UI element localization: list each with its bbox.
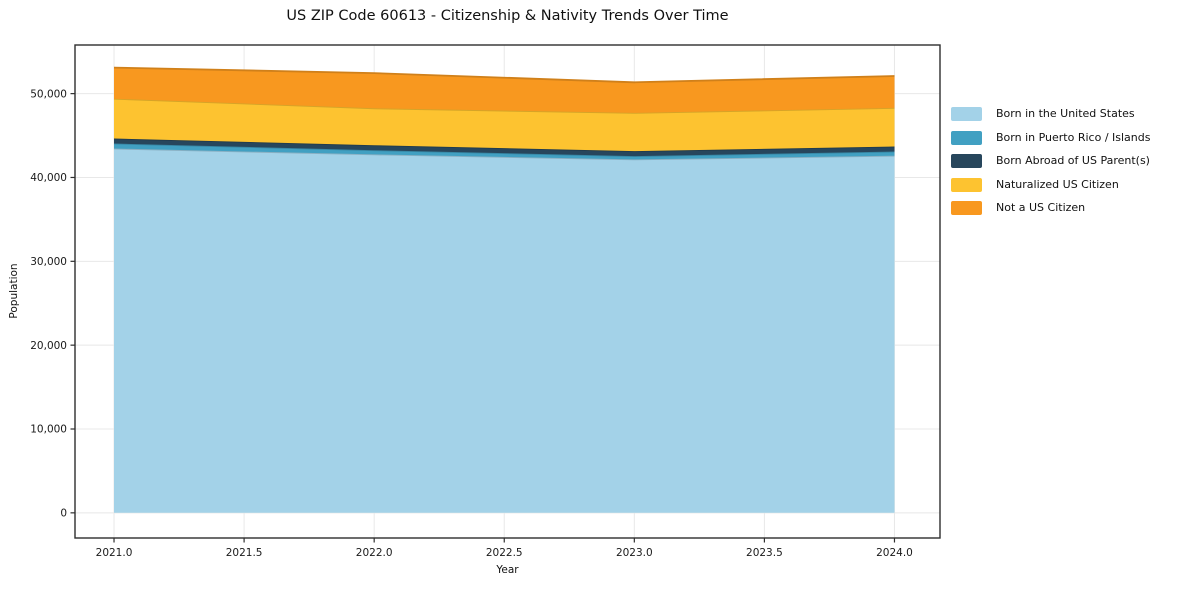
legend-item-born-in-us: Born in the United States: [951, 107, 1150, 121]
legend-label: Born Abroad of US Parent(s): [996, 154, 1150, 167]
x-tick-label: 2022.0: [356, 547, 393, 559]
legend-label: Born in the United States: [996, 107, 1135, 120]
legend-item-not-citizen: Not a US Citizen: [951, 201, 1150, 215]
x-tick-label: 2024.0: [876, 547, 913, 559]
area-series-4: [114, 67, 895, 113]
legend-label: Not a US Citizen: [996, 201, 1086, 214]
y-tick-label: 30,000: [30, 256, 67, 268]
x-tick-label: 2021.0: [96, 547, 133, 559]
area-top-edge-4: [113, 66, 895, 84]
y-tick-label: 0: [60, 508, 67, 520]
chart-title: US ZIP Code 60613 - Citizenship & Nativi…: [286, 8, 729, 24]
x-tick-label: 2022.5: [486, 547, 523, 559]
area-series-2: [114, 138, 895, 157]
legend-swatch-not-citizen: [951, 201, 982, 215]
x-axis-title: Year: [496, 564, 519, 576]
legend-item-born-abroad: Born Abroad of US Parent(s): [951, 154, 1150, 168]
legend-item-puerto-rico: Born in Puerto Rico / Islands: [951, 130, 1151, 145]
legend-swatch-born-abroad: [951, 154, 982, 168]
y-tick-label: 40,000: [30, 172, 67, 184]
y-tick-label: 20,000: [30, 340, 67, 352]
x-tick-label: 2021.5: [226, 547, 263, 559]
legend-swatch-puerto-rico: [951, 130, 982, 145]
x-tick-label: 2023.0: [616, 547, 653, 559]
legend-swatch-naturalized: [951, 177, 982, 192]
legend-swatch-born-in-us: [951, 107, 982, 121]
y-axis-title: Population: [8, 263, 20, 319]
y-tick-label: 10,000: [30, 424, 67, 436]
x-tick-label: 2023.5: [746, 547, 783, 559]
legend-item-naturalized: Naturalized US Citizen: [951, 177, 1150, 192]
area-series-0: [114, 148, 895, 513]
y-tick-label: 50,000: [30, 88, 67, 100]
legend: Born in the United States Born in Puerto…: [951, 107, 1150, 215]
plot-border: [74, 44, 941, 539]
legend-label: Born in Puerto Rico / Islands: [996, 130, 1151, 144]
legend-label: Naturalized US Citizen: [996, 177, 1119, 191]
